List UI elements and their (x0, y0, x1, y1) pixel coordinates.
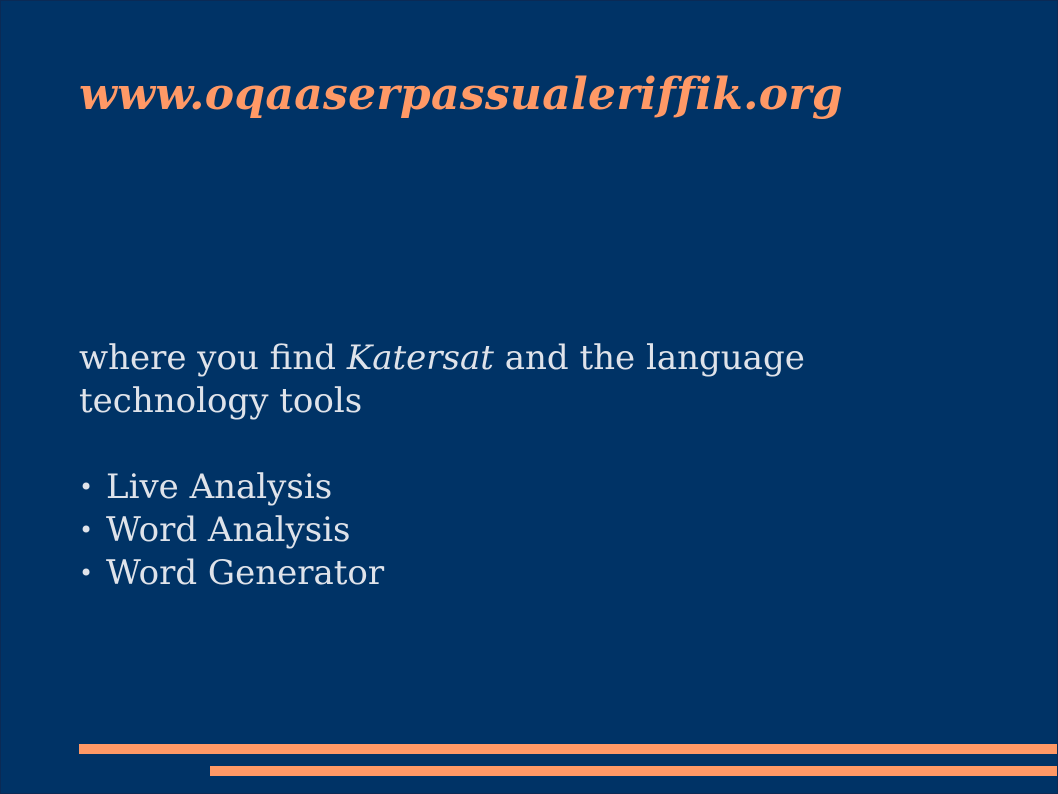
intro-emphasis: Katersat (346, 338, 494, 378)
bullet-icon: • (79, 516, 94, 544)
intro-after: and the language technology tools (79, 338, 805, 421)
tool-label: Live Analysis (106, 467, 333, 507)
tool-label: Word Generator (106, 553, 385, 593)
intro-text: where you find Katersat and the language… (79, 337, 979, 423)
accent-bar-upper (79, 744, 1057, 754)
accent-bar-lower (210, 766, 1057, 776)
bullet-icon: • (79, 473, 94, 501)
slide-content: where you find Katersat and the language… (79, 337, 979, 595)
tool-list-item: • Word Generator (79, 552, 979, 595)
bullet-icon: • (79, 559, 94, 587)
intro-before: where you find (79, 338, 347, 378)
tool-list-item: • Word Analysis (79, 509, 979, 552)
slide-title: www.oqaaserpassualeriffik.org (79, 69, 843, 120)
tool-list-item: • Live Analysis (79, 466, 979, 509)
tool-list: • Live Analysis • Word Analysis • Word G… (79, 466, 979, 595)
tool-label: Word Analysis (106, 510, 351, 550)
